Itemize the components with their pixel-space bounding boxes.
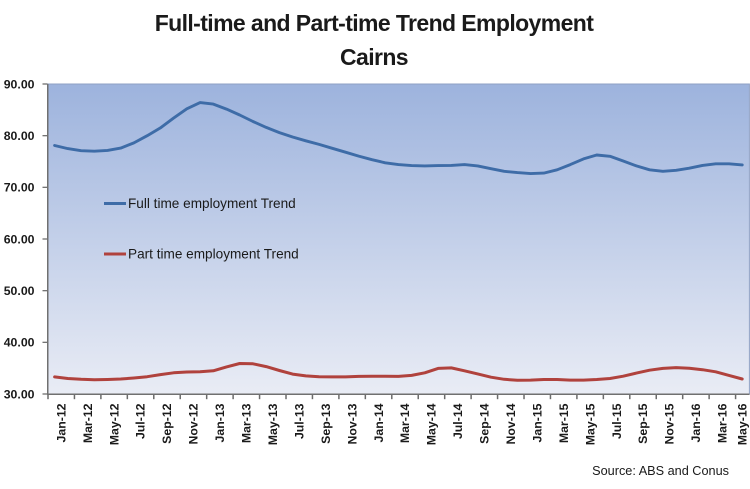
svg-text:Mar-16: Mar-16 bbox=[716, 403, 730, 443]
svg-text:Nov-12: Nov-12 bbox=[187, 403, 201, 444]
svg-text:Jan-16: Jan-16 bbox=[689, 403, 703, 442]
svg-text:May-12: May-12 bbox=[107, 403, 121, 445]
svg-text:Nov-14: Nov-14 bbox=[504, 403, 518, 444]
svg-text:Jul-15: Jul-15 bbox=[610, 403, 624, 439]
svg-text:Mar-12: Mar-12 bbox=[81, 403, 95, 443]
svg-text:Jul-12: Jul-12 bbox=[134, 403, 148, 439]
svg-text:Sep-15: Sep-15 bbox=[636, 403, 650, 443]
svg-text:Full time employment Trend: Full time employment Trend bbox=[128, 196, 296, 211]
svg-text:80.00: 80.00 bbox=[4, 129, 35, 143]
svg-text:30.00: 30.00 bbox=[4, 387, 35, 401]
svg-text:Jan-15: Jan-15 bbox=[530, 403, 544, 442]
svg-text:Nov-13: Nov-13 bbox=[345, 403, 359, 444]
svg-text:60.00: 60.00 bbox=[4, 232, 35, 246]
svg-text:40.00: 40.00 bbox=[4, 336, 35, 350]
svg-text:May-15: May-15 bbox=[583, 403, 597, 445]
svg-text:Mar-15: Mar-15 bbox=[557, 403, 571, 443]
svg-text:90.00: 90.00 bbox=[4, 77, 35, 91]
svg-text:Jan-14: Jan-14 bbox=[372, 403, 386, 442]
svg-text:Mar-14: Mar-14 bbox=[398, 403, 412, 443]
svg-text:Jan-12: Jan-12 bbox=[54, 403, 68, 442]
svg-text:70.00: 70.00 bbox=[4, 181, 35, 195]
svg-text:Mar-13: Mar-13 bbox=[240, 403, 254, 443]
svg-text:50.00: 50.00 bbox=[4, 284, 35, 298]
svg-text:Sep-12: Sep-12 bbox=[160, 403, 174, 443]
svg-text:Jan-13: Jan-13 bbox=[213, 403, 227, 442]
svg-text:Nov-15: Nov-15 bbox=[663, 403, 677, 444]
svg-text:May-13: May-13 bbox=[266, 403, 280, 445]
svg-text:May-16: May-16 bbox=[735, 403, 749, 445]
svg-text:Jul-13: Jul-13 bbox=[292, 403, 306, 439]
svg-text:Part time employment Trend: Part time employment Trend bbox=[128, 247, 299, 262]
svg-text:Sep-13: Sep-13 bbox=[319, 403, 333, 443]
svg-text:Sep-14: Sep-14 bbox=[478, 403, 492, 443]
svg-text:Jul-14: Jul-14 bbox=[451, 403, 465, 439]
svg-text:May-14: May-14 bbox=[425, 403, 439, 445]
